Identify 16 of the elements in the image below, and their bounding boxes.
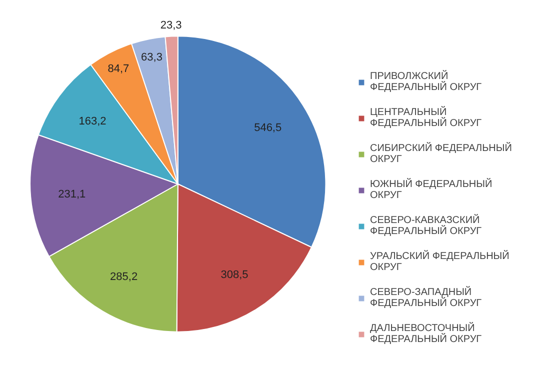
data-label: 231,1 bbox=[58, 188, 86, 200]
legend-label: ЦЕНТРАЛЬНЫЙ ФЕДЕРАЛЬНЫЙ ОКРУГ bbox=[370, 105, 482, 131]
legend-label: СЕВЕРО-ЗАПАДНЫЙ ФЕДЕРАЛЬНЫЙ ОКРУГ bbox=[370, 285, 482, 311]
legend-label: ЮЖНЫЙ ФЕДЕРАЛЬНЫЙ ОКРУГ bbox=[370, 177, 492, 203]
legend-label: СИБИРСКИЙ ФЕДЕРАЛЬНЫЙ ОКРУГ bbox=[370, 141, 512, 167]
data-label: 84,7 bbox=[108, 63, 130, 76]
legend-label: СЕВЕРО-КАВКАЗСКИЙ ФЕДЕРАЛЬНЫЙ ОКРУГ bbox=[370, 213, 482, 239]
data-label: 546,5 bbox=[254, 122, 282, 134]
legend-label: ДАЛЬНЕВОСТОЧНЫЙ ФЕДЕРАЛЬНЫЙ ОКРУГ bbox=[370, 321, 482, 347]
legend-label: ПРИВОЛЖСКИЙ ФЕДЕРАЛЬНЫЙ ОКРУГ bbox=[370, 69, 482, 95]
data-label: 163,2 bbox=[78, 115, 106, 128]
data-label: 63,3 bbox=[141, 51, 162, 64]
data-label: 23,3 bbox=[160, 19, 182, 32]
data-label: 308,5 bbox=[220, 269, 248, 282]
legend-label: УРАЛЬСКИЙ ФЕДЕРАЛЬНЫЙ ОКРУГ bbox=[370, 249, 510, 275]
data-label: 285,2 bbox=[110, 270, 138, 283]
